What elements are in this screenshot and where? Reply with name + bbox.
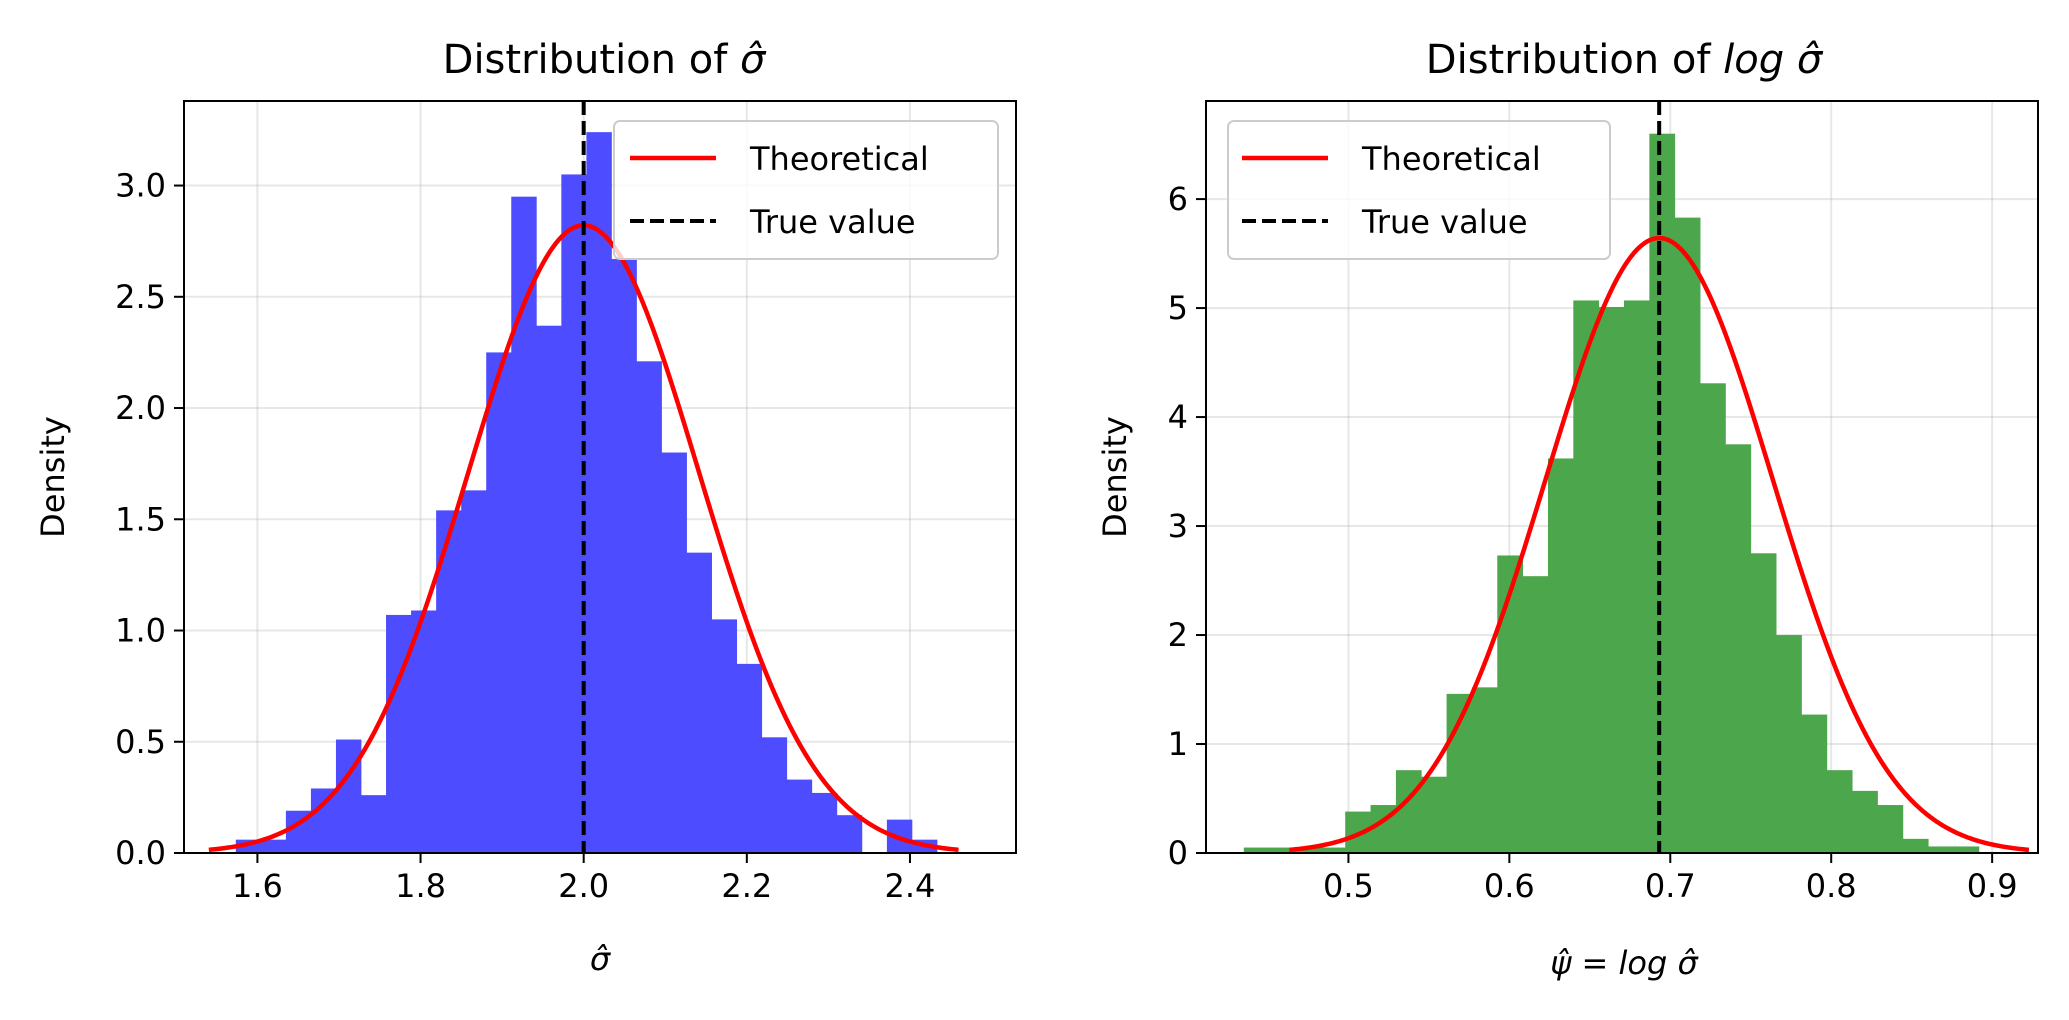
histogram-bar: [1598, 306, 1625, 853]
histogram-bar: [1750, 553, 1777, 853]
histogram-bar: [1624, 300, 1650, 853]
histogram-bar: [1801, 714, 1828, 853]
histogram-bar: [1649, 133, 1676, 853]
histogram-bar: [1700, 383, 1726, 853]
x-tick-label: 0.5: [1323, 867, 1374, 905]
x-tick-label: 0.8: [1806, 867, 1857, 905]
histogram-bar: [1674, 217, 1701, 853]
histogram-bar: [1902, 838, 1929, 853]
histogram-bar: [1497, 555, 1524, 853]
histogram-bar: [486, 352, 512, 853]
histogram-bar: [1725, 444, 1752, 853]
x-tick-label: 1.6: [232, 867, 283, 905]
left-legend-theoretical-label: Theoretical: [749, 140, 929, 178]
histogram-bar: [461, 490, 487, 853]
histogram-bar: [1269, 847, 1295, 853]
histogram-bar: [1953, 846, 1980, 853]
right-legend-box: [1227, 120, 1611, 260]
right-chart: Distribution of log σ̂ 0.5 0.6 0.7 0.8 0.9 0…: [1096, 37, 2039, 982]
histogram-bar: [736, 663, 763, 853]
x-tick-label: 2.4: [885, 867, 936, 905]
histogram-bar: [786, 779, 813, 853]
histogram-bar: [536, 325, 562, 853]
left-y-axis-label: Density: [34, 416, 72, 538]
y-tick-label: 0.0: [115, 834, 166, 872]
right-plot-frame: [1205, 100, 2039, 854]
y-tick-label: 1: [1168, 725, 1188, 763]
right-legend: Theoretical True value: [1227, 120, 1611, 260]
histogram-bar: [1294, 847, 1321, 853]
y-tick-label: 4: [1168, 398, 1188, 436]
right-theoretical-curve: [1289, 235, 2030, 853]
left-chart-title: Distribution of σ̂: [443, 37, 767, 83]
x-tick-label: 0.6: [1484, 867, 1535, 905]
left-plot-frame: [183, 100, 1017, 854]
right-legend-theoretical-label: Theoretical: [1361, 140, 1541, 178]
y-tick-label: 3.0: [115, 167, 166, 205]
y-tick-label: 2.0: [115, 389, 166, 427]
left-legend-true-value-label: True value: [749, 203, 916, 241]
histogram-bar: [1522, 576, 1549, 853]
histogram-bar: [811, 792, 838, 853]
histogram-bar: [636, 361, 662, 853]
histogram-bar: [686, 552, 712, 853]
histogram-bar: [836, 815, 863, 853]
histogram-bar: [1243, 847, 1270, 853]
histogram-bar: [711, 619, 738, 853]
y-tick-label: 5: [1168, 289, 1188, 327]
left-legend: Theoretical True value: [613, 120, 999, 260]
y-tick-label: 2.5: [115, 278, 166, 316]
y-tick-label: 0.5: [115, 723, 166, 761]
right-y-ticks: 0 1 2 3 4 5 6: [1168, 180, 1206, 872]
histogram-bar: [1395, 770, 1422, 853]
x-tick-label: 2.2: [721, 867, 772, 905]
histogram-bar: [1776, 635, 1802, 853]
histogram-bar: [1877, 805, 1904, 853]
histogram-bar: [310, 788, 337, 853]
right-chart-title: Distribution of log σ̂: [1426, 37, 1824, 83]
histogram-bar: [1573, 300, 1600, 853]
histogram-bar: [260, 839, 287, 853]
right-x-axis-label: ψ̂ = log σ̂: [1550, 944, 1699, 982]
x-tick-label: 0.9: [1967, 867, 2018, 905]
right-legend-true-value-label: True value: [1361, 203, 1528, 241]
x-tick-label: 1.8: [395, 867, 446, 905]
y-tick-label: 1.5: [115, 500, 166, 538]
y-tick-label: 0: [1168, 834, 1188, 872]
left-x-ticks: 1.6 1.8 2.0 2.2 2.4: [232, 853, 935, 905]
histogram-bar: [611, 258, 637, 854]
x-tick-label: 0.7: [1645, 867, 1696, 905]
y-tick-label: 6: [1168, 180, 1188, 218]
histogram-bar: [761, 737, 788, 853]
histogram-bar: [1421, 776, 1447, 853]
histogram-bar: [511, 196, 537, 853]
left-chart: Distribution of σ̂ 1.6 1.8 2.0 2.2 2.4 0.00.…: [34, 37, 1017, 978]
right-histogram-bars: [1243, 133, 1980, 853]
y-tick-label: 2: [1168, 616, 1188, 654]
histogram-bar: [1471, 687, 1498, 853]
histogram-bar: [335, 739, 362, 853]
histogram-bar: [411, 610, 437, 853]
histogram-bar: [1826, 770, 1853, 853]
left-y-ticks: 0.0 0.5 1.0 1.5 2.0 2.5 3.0: [115, 167, 184, 872]
histogram-bar: [1547, 458, 1574, 853]
histogram-bar: [586, 132, 612, 853]
histogram-bar: [1319, 847, 1346, 853]
right-y-axis-label: Density: [1096, 416, 1134, 538]
x-tick-label: 2.0: [558, 867, 609, 905]
histogram-bar: [386, 614, 412, 853]
histogram-bar: [1852, 790, 1878, 853]
y-tick-label: 3: [1168, 507, 1188, 545]
histogram-bar: [361, 795, 387, 853]
left-legend-box: [613, 120, 999, 260]
left-x-axis-label: σ̂: [590, 940, 612, 978]
histogram-bar: [661, 452, 687, 853]
right-x-ticks: 0.5 0.6 0.7 0.8 0.9: [1323, 853, 2018, 905]
histogram-bar: [1928, 846, 1954, 853]
y-tick-label: 1.0: [115, 612, 166, 650]
